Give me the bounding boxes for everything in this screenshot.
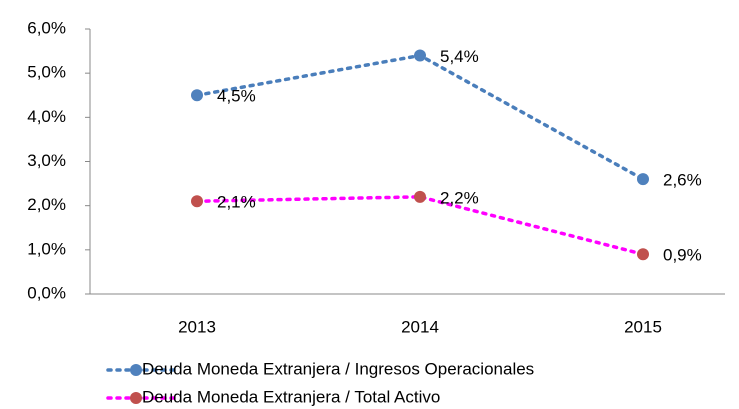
y-tick-label: 6,0% [27, 18, 66, 37]
data-label: 5,4% [440, 47, 479, 66]
series-line [195, 195, 645, 256]
marker [191, 89, 203, 102]
x-tick-label: 2015 [624, 317, 662, 336]
marker [637, 173, 649, 186]
legend-label: Deuda Moneda Extranjera / Total Activo [142, 387, 440, 406]
legend-marker [130, 364, 142, 376]
data-label: 2,6% [663, 171, 702, 190]
marker [191, 195, 203, 208]
y-tick-label: 2,0% [27, 195, 66, 214]
series-line [195, 53, 645, 181]
marker [637, 248, 649, 261]
data-label: 4,5% [217, 87, 256, 106]
legend-label: Deuda Moneda Extranjera / Ingresos Opera… [142, 359, 534, 378]
data-label: 2,1% [217, 193, 256, 212]
x-tick-label: 2013 [178, 317, 216, 336]
legend-marker [130, 392, 142, 404]
y-tick-label: 1,0% [27, 239, 66, 258]
data-label: 0,9% [663, 246, 702, 265]
x-tick-label: 2014 [401, 317, 439, 336]
y-tick-label: 4,0% [27, 107, 66, 126]
y-tick-label: 5,0% [27, 63, 66, 82]
y-tick-label: 3,0% [27, 151, 66, 170]
y-tick-label: 0,0% [27, 283, 66, 302]
marker [414, 190, 426, 203]
marker [414, 49, 426, 62]
data-label: 2,2% [440, 188, 479, 207]
